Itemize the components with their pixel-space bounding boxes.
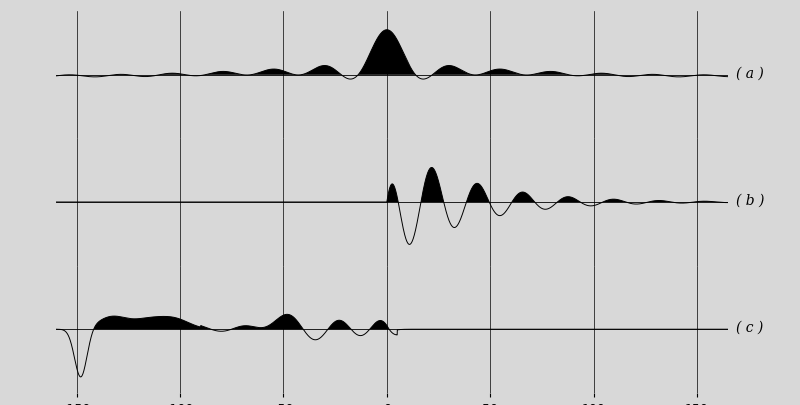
Text: ( b ): ( b ): [736, 193, 765, 207]
Text: ( a ): ( a ): [736, 66, 764, 80]
Text: ( c ): ( c ): [736, 320, 763, 334]
